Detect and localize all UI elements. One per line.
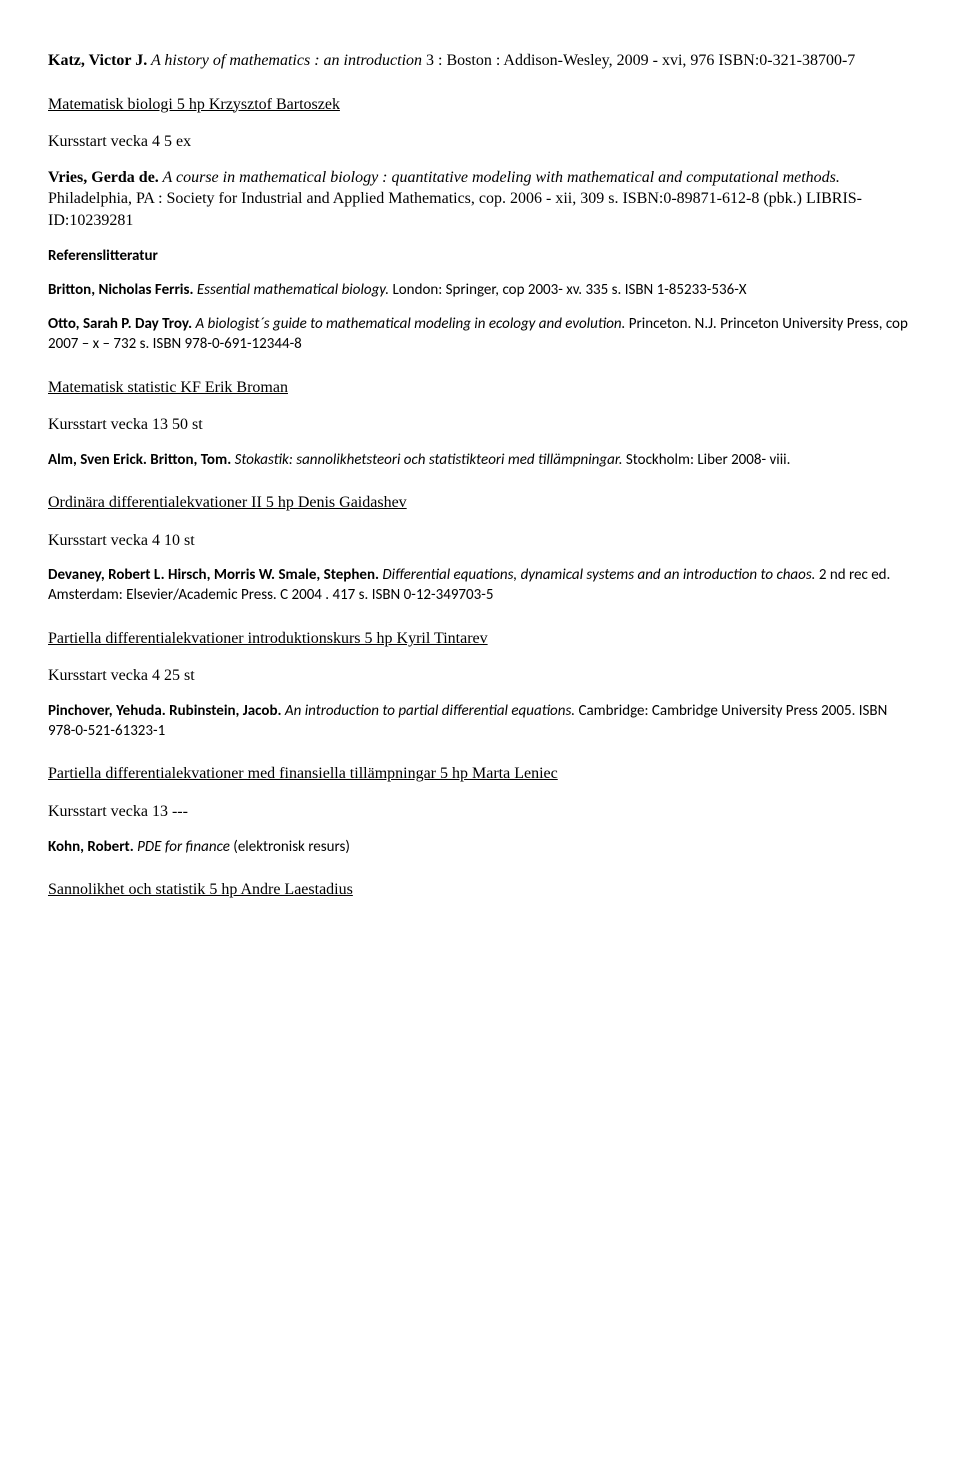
section-title: Matematisk biologi 5 hp Krzysztof Bartos… (48, 94, 912, 116)
entry-title: A history of mathematics : an introducti… (147, 52, 422, 69)
entry-rest: (elektronisk resurs) (233, 838, 350, 856)
bibliography-entry: Pinchover, Yehuda. Rubinstein, Jacob. An… (48, 701, 912, 742)
bibliography-entry: Otto, Sarah P. Day Troy. A biologist´s g… (48, 314, 912, 355)
entry-title: PDE for finance (134, 838, 234, 856)
entry-author: Vries, Gerda de. (48, 169, 159, 186)
entry-author: Alm, Sven Erick. Britton, Tom. (48, 451, 231, 469)
entry-author: Katz, Victor J. (48, 52, 147, 69)
section-title: Sannolikhet och statistik 5 hp Andre Lae… (48, 879, 912, 901)
kursstart-line: Kursstart vecka 4 5 ex (48, 131, 912, 153)
bibliography-entry: Alm, Sven Erick. Britton, Tom. Stokastik… (48, 450, 912, 470)
entry-author: Kohn, Robert. (48, 838, 134, 856)
section-title: Ordinära differentialekvationer II 5 hp … (48, 492, 912, 514)
kursstart-line: Kursstart vecka 4 25 st (48, 665, 912, 687)
entry-title: A biologist´s guide to mathematical mode… (192, 315, 625, 333)
entry-title: Essential mathematical biology. (193, 281, 389, 299)
bibliography-entry: Katz, Victor J. A history of mathematics… (48, 50, 912, 72)
bibliography-entry: Vries, Gerda de. A course in mathematica… (48, 167, 912, 232)
kursstart-line: Kursstart vecka 13 --- (48, 801, 912, 823)
entry-title: Differential equations, dynamical system… (379, 566, 815, 584)
entry-title: An introduction to partial differential … (282, 702, 576, 720)
bibliography-entry: Devaney, Robert L. Hirsch, Morris W. Sma… (48, 565, 912, 606)
kursstart-line: Kursstart vecka 4 10 st (48, 530, 912, 552)
entry-author: Otto, Sarah P. Day Troy. (48, 315, 192, 333)
entry-rest: Philadelphia, PA : Society for Industria… (48, 190, 862, 229)
entry-rest: 3 : Boston : Addison-Wesley, 2009 - xvi,… (422, 52, 855, 69)
entry-author: Devaney, Robert L. Hirsch, Morris W. Sma… (48, 566, 379, 584)
entry-author: Pinchover, Yehuda. Rubinstein, Jacob. (48, 702, 282, 720)
reference-label: Referenslitteratur (48, 246, 912, 266)
section-title: Partiella differentialekvationer introdu… (48, 628, 912, 650)
entry-author: Britton, Nicholas Ferris. (48, 281, 193, 299)
entry-title: A course in mathematical biology : quant… (159, 169, 840, 186)
section-title: Partiella differentialekvationer med fin… (48, 763, 912, 785)
section-title: Matematisk statistic KF Erik Broman (48, 377, 912, 399)
entry-rest: London: Springer, cop 2003- xv. 335 s. I… (389, 281, 747, 299)
bibliography-entry: Kohn, Robert. PDE for finance (elektroni… (48, 837, 912, 857)
bibliography-entry: Britton, Nicholas Ferris. Essential math… (48, 280, 912, 300)
entry-rest: Stockholm: Liber 2008- viii. (623, 451, 791, 469)
entry-title: Stokastik: sannolikhetsteori och statist… (231, 451, 622, 469)
kursstart-line: Kursstart vecka 13 50 st (48, 414, 912, 436)
